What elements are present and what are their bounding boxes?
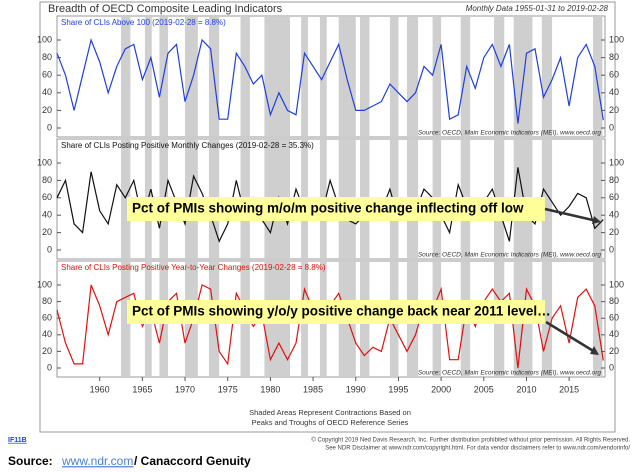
x-tick-label: 1990 [346, 384, 366, 394]
y-tick-label: 60 [42, 70, 52, 80]
y-tick-label: 80 [609, 175, 619, 185]
x-tick-label: 1985 [303, 384, 323, 394]
x-tick-label: 2010 [516, 384, 536, 394]
shaded-area [121, 262, 131, 376]
y-tick-label: 60 [609, 70, 619, 80]
source-rest: / Canaccord Genuity [134, 454, 251, 468]
shaded-area [121, 140, 131, 258]
arrow [544, 207, 598, 223]
y-tick-label: 40 [42, 210, 52, 220]
shaded-area [144, 17, 152, 136]
chart-title: Breadth of OECD Composite Leading Indica… [48, 3, 283, 15]
shaded-area [338, 17, 356, 136]
y-tick-label: 20 [609, 346, 619, 356]
shaded-area [389, 17, 399, 136]
arrowhead [590, 346, 599, 355]
panel-source: Source: OECD, Main Economic Indicators (… [418, 252, 602, 259]
y-tick-label: 80 [42, 52, 52, 62]
shaded-area [360, 17, 370, 136]
y-tick-label: 100 [609, 34, 624, 44]
annotation-box [127, 197, 545, 221]
shaded-area [121, 17, 131, 136]
shaded-area [541, 140, 553, 258]
line [56, 38, 604, 124]
shaded-area [593, 262, 603, 376]
annotation: Pct of PMIs showing y/o/y positive chang… [132, 304, 551, 319]
y-tick-label: 80 [42, 175, 52, 185]
panel-source: Source: OECD, Main Economic Indicators (… [418, 130, 602, 137]
y-tick-label: 80 [609, 296, 619, 306]
legend-entry: Share of CLIs Posting Positive Monthly C… [61, 141, 314, 150]
shaded-area [541, 17, 553, 136]
y-tick-label: 40 [42, 329, 52, 339]
arrowhead [592, 216, 601, 224]
x-tick-label: 2000 [431, 384, 451, 394]
shaded-area [593, 17, 603, 136]
source-label: Source: [8, 454, 53, 468]
y-tick-label: 100 [37, 34, 52, 44]
shaded-area [406, 17, 419, 136]
shaded-area [301, 17, 308, 136]
legend-entry: Share of CLIs Above 100 (2019-02-28 = 8.… [61, 18, 226, 27]
annotation-box [127, 300, 545, 324]
y-tick-label: 0 [609, 122, 614, 132]
x-tick-label: 1970 [175, 384, 195, 394]
copyright: © Copyright 2019 Ned Davis Research, Inc… [311, 437, 630, 444]
y-tick-label: 40 [609, 87, 619, 97]
y-tick-label: 60 [609, 313, 619, 323]
footnote: Peaks and Troughs of OECD Reference Seri… [252, 418, 409, 427]
y-tick-label: 80 [609, 52, 619, 62]
chart-code: IF11B [8, 437, 27, 444]
y-tick-label: 0 [47, 122, 52, 132]
panel-source: Source: OECD, Main Economic Indicators (… [418, 370, 602, 377]
y-tick-label: 0 [609, 244, 614, 254]
x-tick-label: 1965 [132, 384, 152, 394]
y-tick-label: 60 [609, 192, 619, 202]
shaded-area [593, 140, 603, 258]
y-tick-label: 20 [42, 346, 52, 356]
x-tick-label: 1975 [218, 384, 238, 394]
y-tick-label: 0 [47, 362, 52, 372]
y-tick-label: 20 [42, 227, 52, 237]
frame [39, 1, 616, 433]
y-tick-label: 0 [609, 362, 614, 372]
annotation: Pct of PMIs showing m/o/m positive chang… [132, 201, 524, 216]
x-tick-label: 1995 [388, 384, 408, 394]
y-tick-label: 100 [609, 279, 624, 289]
x-tick-label: 2015 [559, 384, 579, 394]
shaded-area [185, 17, 198, 136]
shaded-area [264, 17, 291, 136]
y-tick-label: 100 [37, 279, 52, 289]
y-tick-label: 60 [42, 313, 52, 323]
shaded-area [494, 17, 505, 136]
y-tick-label: 40 [42, 87, 52, 97]
subtitle: Monthly Data 1955-01-31 to 2019-02-28 [466, 4, 609, 13]
y-tick-label: 40 [609, 329, 619, 339]
y-tick-label: 100 [609, 157, 624, 167]
shaded-area [240, 17, 250, 136]
x-tick-label: 1960 [90, 384, 110, 394]
y-tick-label: 60 [42, 192, 52, 202]
x-tick-label: 1980 [260, 384, 280, 394]
y-tick-label: 20 [609, 105, 619, 115]
legend-entry: Share of CLIs Posting Positive Year-to-Y… [61, 263, 326, 272]
source-link[interactable]: www.ndr.com [61, 454, 133, 468]
shaded-area [541, 262, 553, 376]
arrow [545, 320, 596, 354]
y-tick-label: 80 [42, 296, 52, 306]
x-tick-label: 2005 [474, 384, 494, 394]
copyright: See NDR Disclaimer at www.ndr.com/copyri… [325, 446, 630, 452]
y-tick-label: 100 [37, 157, 52, 167]
y-tick-label: 20 [42, 105, 52, 115]
shaded-area [432, 17, 442, 136]
y-tick-label: 40 [609, 210, 619, 220]
y-tick-label: 0 [47, 244, 52, 254]
y-tick-label: 20 [609, 227, 619, 237]
footnote: Shaded Areas Represent Contractions Base… [249, 408, 411, 417]
